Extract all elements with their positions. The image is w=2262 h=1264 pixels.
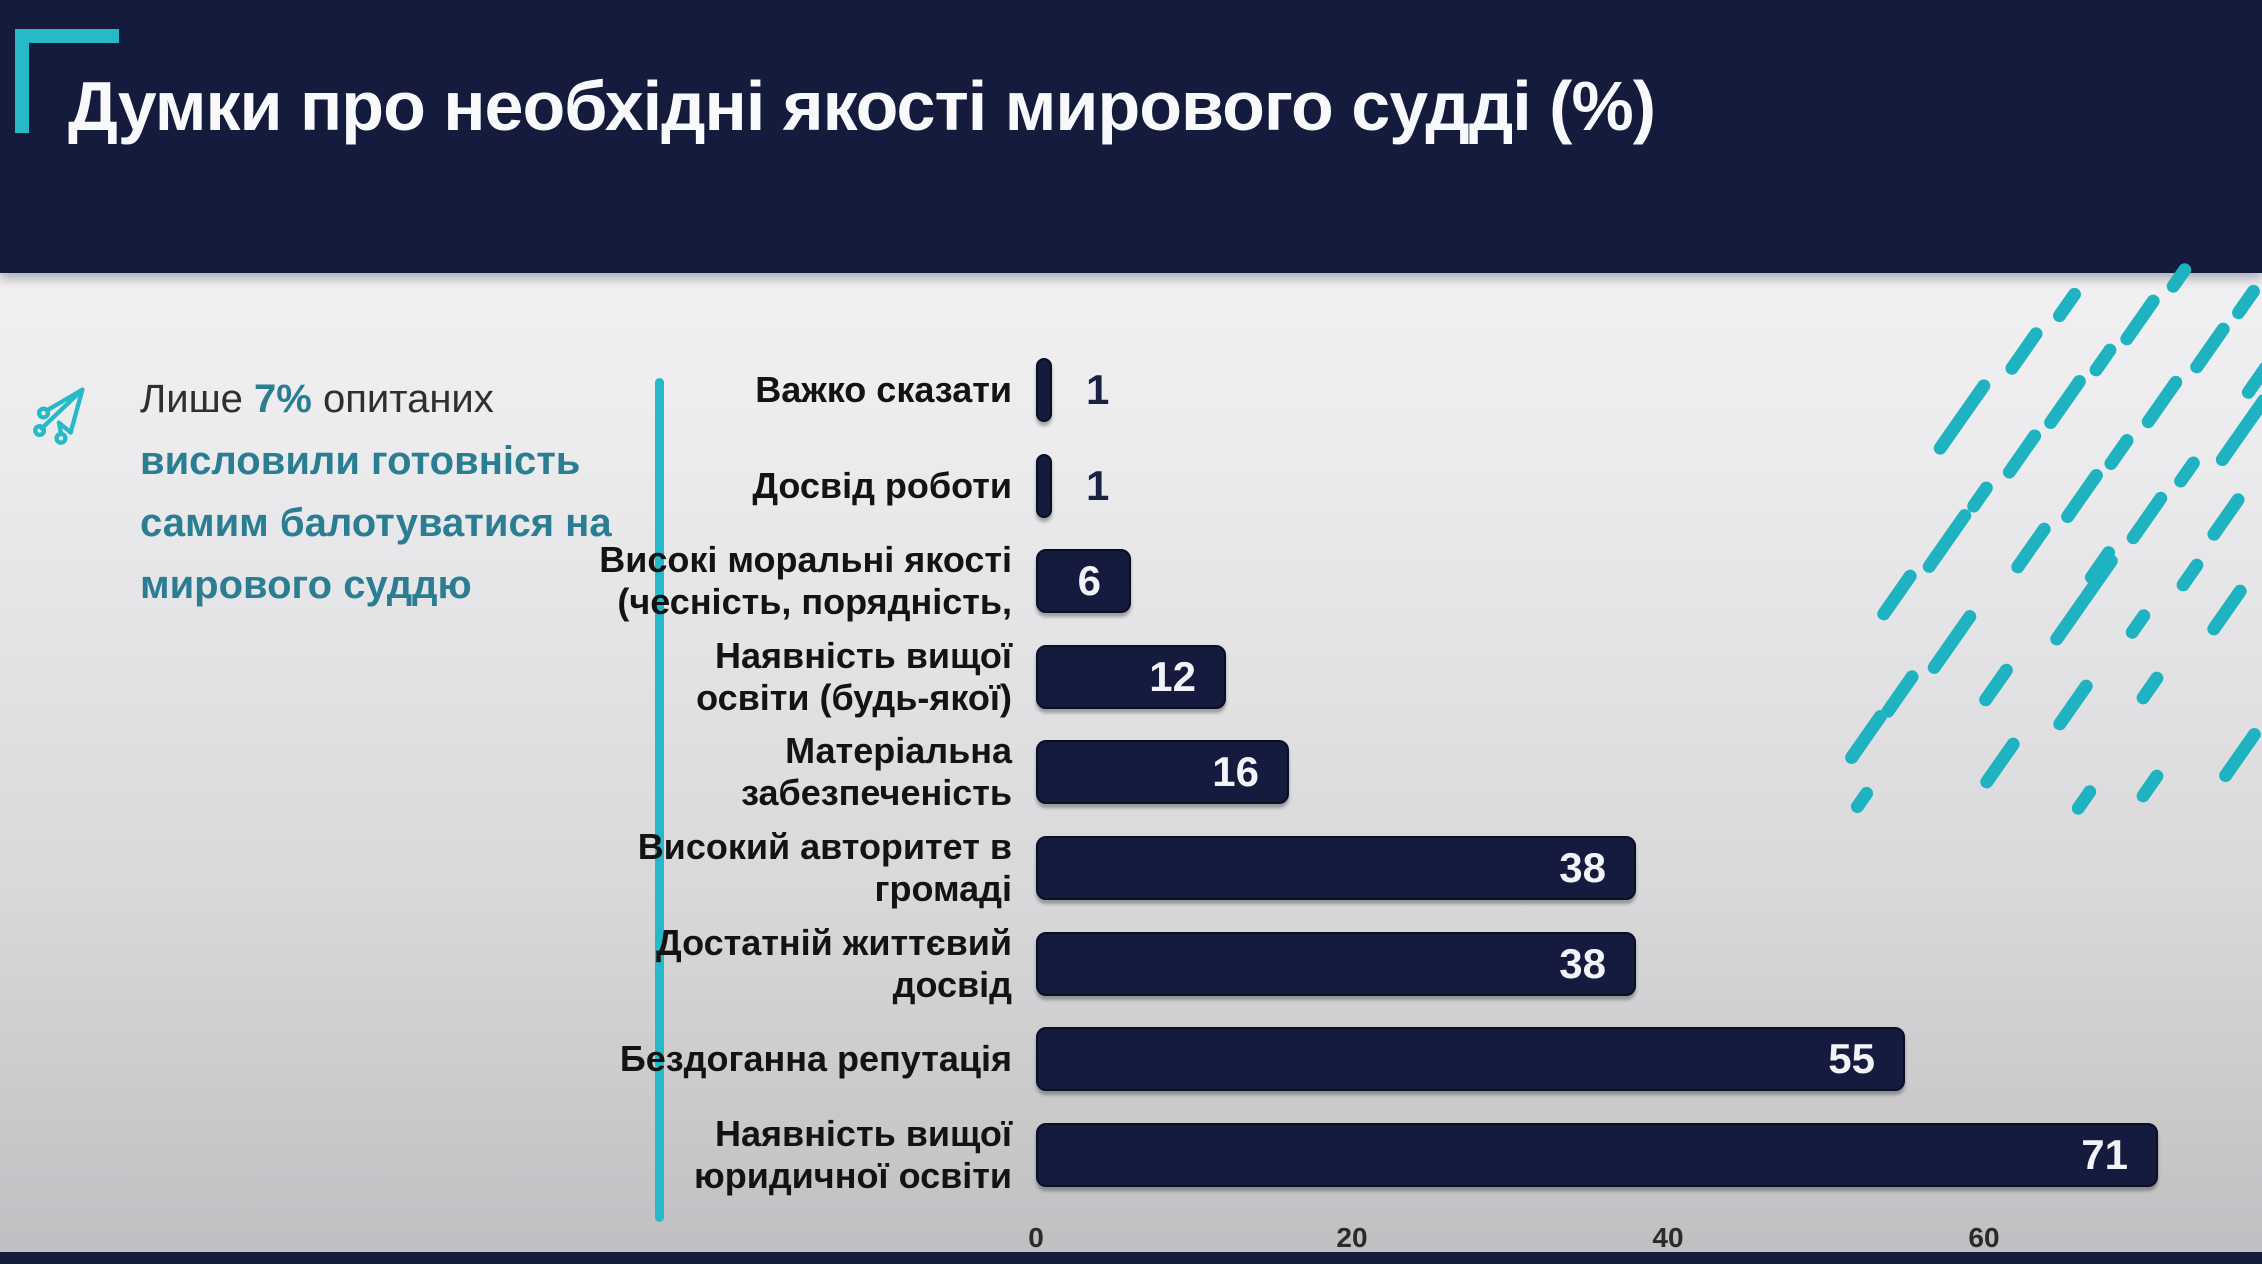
side-note-line-1: Лише 7% опитаних [140,368,600,430]
teal-dash [2141,375,2183,429]
teal-dash [1979,663,2013,707]
side-note: Лише 7% опитаних висловили готовність са… [140,368,612,616]
bar [1036,932,1636,996]
value-label: 71 [2081,1131,2128,1178]
teal-dash [2053,287,2081,323]
vertical-divider [655,378,664,1222]
category-label: Важко сказати [755,369,1012,410]
teal-dash [2044,375,2086,429]
teal-dash [2053,679,2093,731]
teal-dash [2050,554,2118,646]
paper-plane-lines [33,387,85,445]
side-note-line-3: самим балотуватися на [140,501,612,545]
bar [1036,645,1226,709]
teal-dash [2005,327,2043,375]
teal-dash [2219,728,2261,782]
value-label: 38 [1559,940,1606,987]
category-label: Матеріальна забезпеченість [741,730,1012,813]
teal-dash [2071,785,2097,815]
teal-dash [1845,710,1887,764]
teal-dash [2126,491,2168,545]
value-label: 1 [1086,366,1110,413]
value-label: 55 [1828,1035,1875,1082]
side-note-prefix: Лише [140,377,255,421]
bar [1036,549,1131,613]
teal-dash [2215,394,2262,467]
teal-dash [2207,584,2247,636]
category-label: Бездоганна репутація [619,1038,1012,1079]
teal-dash [1980,737,2020,789]
teal-dash [1881,670,1919,718]
category-label: Достатній життєвий досвід [656,922,1012,1005]
category-label: Наявність вищої юридичної освіти [693,1113,1012,1196]
teal-dash [2166,263,2192,293]
teal-dash [2174,456,2200,488]
bar [1036,1123,2158,1187]
x-axis-tick: 40 [1652,1222,1684,1253]
teal-dash [1927,610,1977,674]
teal-dash [2207,493,2245,541]
teal-dash [2120,294,2160,346]
side-note-line-4: мирового суддю [140,563,472,607]
teal-dash [2084,546,2116,584]
teal-dash [2232,284,2260,320]
bar [1036,1027,1905,1091]
value-label: 12 [1149,653,1196,700]
teal-dash [2190,322,2230,374]
teal-dash [2136,769,2164,803]
page-title: Думки про необхідні якості мирового судд… [68,67,1656,145]
x-axis-tick: 60 [1968,1222,2000,1253]
header: Думки про необхідні якості мирового судд… [0,0,2262,273]
teal-dash [2125,609,2151,639]
corner-bracket-decoration [15,29,119,133]
x-axis-tick: 0 [1028,1222,1044,1253]
teal-dash [1850,786,1874,814]
diagonal-dash-decoration [1845,263,2262,815]
teal-dash [1877,569,1917,621]
x-axis-tick: 20 [1336,1222,1368,1253]
bar [1036,454,1052,518]
teal-dash [2011,522,2051,574]
bar [1036,836,1636,900]
bar-chart: Важко сказати 1 Досвід роботи 1 Високі морал… [0,273,2262,1264]
side-note-suffix: опитаних [311,377,494,421]
teal-dash [2104,434,2134,470]
teal-dash [1922,509,1972,573]
teal-dash [2089,343,2117,377]
value-label: 6 [1077,557,1101,604]
bottom-edge-strip [0,1252,2262,1264]
teal-dash [1967,481,1993,513]
bar [1036,358,1052,422]
value-label: 16 [1212,748,1259,795]
teal-dash [2136,671,2164,705]
teal-dash [2176,558,2204,592]
teal-dash [2061,469,2103,523]
side-note-line-2: висловили готовність [140,439,581,483]
teal-dash [2002,429,2042,479]
side-note-highlight: 7% [254,377,312,421]
value-label: 38 [1559,844,1606,891]
category-label: Досвід роботи [752,465,1012,506]
bar [1036,740,1289,804]
paper-plane-network-icon [33,387,85,445]
teal-dash [2241,362,2262,399]
category-label: Наявність вищої освіти (будь-якої) [696,635,1012,718]
category-label: Високі моральні якості (чесність, порядн… [599,539,1012,622]
value-label: 1 [1086,462,1110,509]
teal-dash [1933,379,1991,455]
category-label: Високий авторитет в громаді [637,826,1012,909]
